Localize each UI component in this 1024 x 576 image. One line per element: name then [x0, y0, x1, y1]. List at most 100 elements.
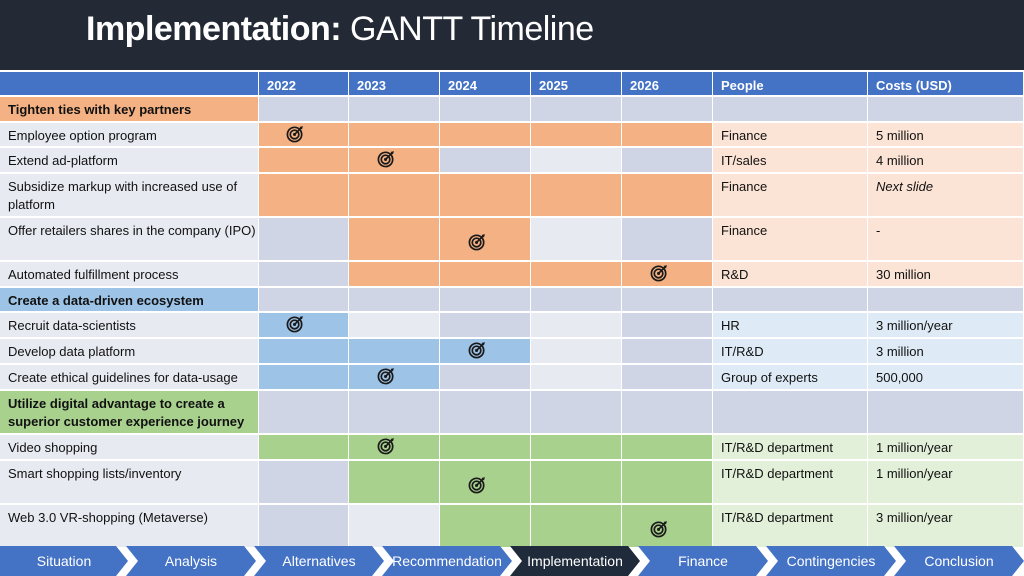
costs-cell: 1 million/year: [868, 435, 1024, 461]
timeline-cell-2023: [349, 339, 440, 365]
costs-cell: 4 million: [868, 148, 1024, 174]
nav-recommendation[interactable]: Recommendation: [382, 546, 512, 576]
timeline-cell-2024: [440, 391, 531, 435]
target-icon: [650, 519, 669, 538]
timeline-cell-2025: [531, 262, 622, 288]
people-cell: [713, 97, 868, 123]
costs-cell: 3 million: [868, 339, 1024, 365]
timeline-cell-2022: [259, 174, 349, 218]
people-cell: Group of experts: [713, 365, 868, 391]
timeline-cell-2024: [440, 288, 531, 313]
people-cell: R&D: [713, 262, 868, 288]
timeline-cell-2025: [531, 97, 622, 123]
nav-analysis[interactable]: Analysis: [126, 546, 256, 576]
task-name: Create ethical guidelines for data-usage: [0, 365, 259, 391]
timeline-cell-2026: [622, 288, 713, 313]
task-name: Develop data platform: [0, 339, 259, 365]
timeline-cell-2024: [440, 262, 531, 288]
timeline-cell-2023: [349, 262, 440, 288]
header-blank-cell: [0, 72, 259, 97]
costs-cell: 3 million/year: [868, 505, 1024, 549]
timeline-cell-2024: [440, 505, 531, 549]
timeline-cell-2023: [349, 365, 440, 391]
costs-cell: 500,000: [868, 365, 1024, 391]
timeline-cell-2023: [349, 461, 440, 505]
timeline-cell-2024: [440, 339, 531, 365]
column-header: 2024: [440, 72, 531, 97]
task-name: Recruit data-scientists: [0, 313, 259, 339]
timeline-cell-2023: [349, 97, 440, 123]
costs-cell: [868, 288, 1024, 313]
target-icon: [650, 263, 669, 282]
people-cell: Finance: [713, 218, 868, 262]
timeline-cell-2026: [622, 174, 713, 218]
target-icon: [468, 340, 487, 359]
target-icon: [468, 475, 487, 494]
timeline-cell-2026: [622, 97, 713, 123]
section-navigation: Situation Analysis Alternatives Recommendat…: [0, 546, 1024, 576]
target-icon: [286, 124, 305, 143]
task-name: Offer retailers shares in the company (I…: [0, 218, 259, 262]
timeline-cell-2026: [622, 262, 713, 288]
page-title-rest: GANTT Timeline: [350, 10, 594, 48]
people-cell: HR: [713, 313, 868, 339]
section-header: Tighten ties with key partners: [0, 97, 259, 123]
people-cell: Finance: [713, 174, 868, 218]
nav-contingencies[interactable]: Contingencies: [766, 546, 896, 576]
timeline-cell-2022: [259, 339, 349, 365]
timeline-cell-2022: [259, 262, 349, 288]
timeline-cell-2026: [622, 461, 713, 505]
timeline-cell-2025: [531, 288, 622, 313]
task-name: Employee option program: [0, 123, 259, 148]
timeline-cell-2023: [349, 174, 440, 218]
timeline-cell-2026: [622, 365, 713, 391]
target-icon: [377, 149, 396, 168]
people-cell: IT/R&D department: [713, 505, 868, 549]
people-cell: Finance: [713, 123, 868, 148]
target-icon: [286, 314, 305, 333]
nav-situation[interactable]: Situation: [0, 546, 128, 576]
costs-cell: 3 million/year: [868, 313, 1024, 339]
people-cell: IT/R&D department: [713, 461, 868, 505]
people-cell: IT/R&D: [713, 339, 868, 365]
timeline-cell-2025: [531, 461, 622, 505]
section-header: Utilize digital advantage to create a su…: [0, 391, 259, 435]
timeline-cell-2025: [531, 435, 622, 461]
nav-implementation[interactable]: Implementation: [510, 546, 640, 576]
people-cell: IT/R&D department: [713, 435, 868, 461]
people-cell: [713, 391, 868, 435]
costs-cell: 5 million: [868, 123, 1024, 148]
timeline-cell-2026: [622, 391, 713, 435]
timeline-cell-2023: [349, 218, 440, 262]
timeline-cell-2025: [531, 148, 622, 174]
people-cell: [713, 288, 868, 313]
timeline-cell-2024: [440, 174, 531, 218]
timeline-cell-2025: [531, 505, 622, 549]
timeline-cell-2026: [622, 218, 713, 262]
column-header: 2023: [349, 72, 440, 97]
column-header: 2022: [259, 72, 349, 97]
column-header: Costs (USD): [868, 72, 1024, 97]
timeline-cell-2022: [259, 97, 349, 123]
page-title-bold: Implementation:: [86, 10, 342, 48]
timeline-cell-2023: [349, 148, 440, 174]
nav-finance[interactable]: Finance: [638, 546, 768, 576]
timeline-cell-2022: [259, 218, 349, 262]
timeline-cell-2025: [531, 391, 622, 435]
timeline-cell-2024: [440, 313, 531, 339]
timeline-cell-2022: [259, 313, 349, 339]
timeline-cell-2022: [259, 123, 349, 148]
page-title: Implementation: GANTT Timeline: [86, 10, 594, 49]
timeline-cell-2024: [440, 218, 531, 262]
timeline-cell-2026: [622, 123, 713, 148]
timeline-cell-2026: [622, 148, 713, 174]
timeline-cell-2026: [622, 435, 713, 461]
title-bar: Implementation: GANTT Timeline: [0, 0, 1024, 70]
timeline-cell-2023: [349, 391, 440, 435]
nav-conclusion[interactable]: Conclusion: [894, 546, 1024, 576]
section-header: Create a data-driven ecosystem: [0, 288, 259, 313]
timeline-cell-2026: [622, 505, 713, 549]
nav-alternatives[interactable]: Alternatives: [254, 546, 384, 576]
task-name: Smart shopping lists/inventory: [0, 461, 259, 505]
